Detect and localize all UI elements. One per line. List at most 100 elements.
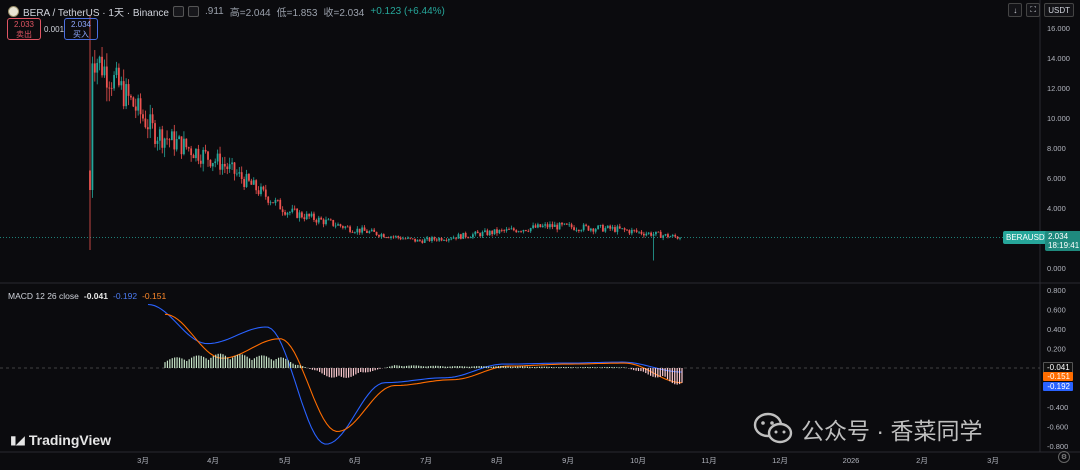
price-tick-label: 6.000 bbox=[1047, 174, 1066, 183]
candle-body bbox=[93, 63, 96, 73]
candle-body bbox=[248, 173, 250, 181]
candle-body bbox=[551, 224, 554, 227]
macd-tick-label: -0.800 bbox=[1047, 442, 1068, 451]
candle-body bbox=[457, 234, 460, 239]
candle-body bbox=[250, 180, 253, 185]
candle-body bbox=[264, 189, 267, 197]
currency-selector[interactable]: USDT bbox=[1044, 3, 1074, 17]
candle-body bbox=[219, 153, 221, 170]
settings-icon[interactable]: ⚙ bbox=[1058, 451, 1070, 463]
candle-body bbox=[549, 224, 551, 228]
candle-body bbox=[662, 235, 665, 238]
candle-body bbox=[151, 114, 154, 124]
candle-body bbox=[156, 140, 159, 144]
candle-body bbox=[621, 228, 624, 230]
candle-body bbox=[500, 229, 503, 231]
candle-body bbox=[192, 155, 195, 159]
legend-settings-icon[interactable] bbox=[188, 5, 199, 17]
sell-button[interactable]: 2.033 卖出 bbox=[7, 18, 41, 40]
candle-body bbox=[638, 231, 640, 233]
candle-body bbox=[522, 230, 525, 232]
candle-body bbox=[339, 224, 342, 227]
macd-value: -0.041 bbox=[83, 291, 108, 301]
candle-body bbox=[582, 224, 585, 231]
macd-tick-label: -0.400 bbox=[1047, 403, 1068, 412]
candle-body bbox=[626, 229, 628, 231]
candle-body bbox=[428, 237, 431, 242]
fullscreen-icon[interactable]: ⛶ bbox=[1026, 3, 1041, 17]
symbol-title[interactable]: BERA / TetherUS · 1天 · Binance bbox=[23, 7, 169, 19]
candle-body bbox=[305, 213, 308, 220]
candle-body bbox=[327, 219, 330, 221]
candle-body bbox=[226, 166, 229, 170]
candle-body bbox=[127, 84, 130, 96]
candle-body bbox=[154, 123, 156, 144]
candle-body bbox=[390, 236, 392, 238]
download-icon[interactable]: ↓ bbox=[1008, 3, 1023, 17]
time-tick-label: 9月 bbox=[562, 456, 574, 465]
candle-body bbox=[657, 231, 660, 233]
candle-countdown: 18:19:41 bbox=[1048, 241, 1080, 250]
candle-body bbox=[537, 224, 539, 228]
candle-body bbox=[146, 127, 149, 130]
candle-body bbox=[394, 236, 397, 237]
candle-body bbox=[592, 228, 595, 232]
candle-body bbox=[652, 234, 655, 236]
candle-body bbox=[262, 186, 265, 190]
candle-body bbox=[332, 219, 335, 226]
candle-body bbox=[488, 230, 491, 236]
macd-indicator-label[interactable]: MACD 12 26 close bbox=[8, 291, 79, 301]
candle-body bbox=[125, 84, 128, 107]
candle-body bbox=[252, 180, 255, 185]
candle-body bbox=[614, 227, 616, 232]
candle-body bbox=[298, 212, 301, 218]
candle-body bbox=[108, 87, 111, 89]
candle-body bbox=[440, 238, 443, 241]
ohlc-high: 高=2.044 bbox=[229, 7, 271, 19]
candle-body bbox=[243, 178, 246, 187]
candle-body bbox=[284, 212, 286, 215]
candle-body bbox=[539, 224, 542, 228]
candle-body bbox=[245, 173, 248, 187]
candle-body bbox=[149, 114, 152, 130]
buy-label: 买入 bbox=[73, 30, 89, 39]
buy-button[interactable]: 2.034 买入 bbox=[64, 18, 98, 40]
candle-body bbox=[481, 231, 484, 237]
candle-body bbox=[604, 228, 607, 232]
candle-body bbox=[204, 149, 207, 152]
candle-body bbox=[452, 237, 455, 239]
legend-toggle-icon[interactable] bbox=[173, 5, 184, 17]
candle-body bbox=[498, 229, 501, 234]
candle-body bbox=[541, 225, 544, 228]
candle-body bbox=[334, 225, 337, 227]
candle-body bbox=[676, 236, 679, 239]
brand-name: TradingView bbox=[28, 432, 112, 448]
candle-body bbox=[231, 162, 233, 165]
candle-body bbox=[479, 233, 482, 237]
candle-body bbox=[190, 148, 193, 156]
candle-body bbox=[137, 98, 140, 111]
candle-body bbox=[173, 131, 176, 150]
ohlc-partial: .911 bbox=[205, 5, 224, 17]
time-tick-label: 7月 bbox=[420, 456, 432, 465]
candle-body bbox=[158, 129, 161, 141]
candle-body bbox=[471, 234, 474, 238]
price-tick-label: 14.000 bbox=[1047, 54, 1070, 63]
candle-body bbox=[202, 149, 205, 164]
candle-body bbox=[105, 66, 108, 88]
candle-body bbox=[414, 238, 417, 242]
candle-body bbox=[411, 238, 414, 240]
candle-body bbox=[185, 138, 188, 148]
candle-body bbox=[279, 199, 282, 210]
tradingview-brand[interactable]: ▮◢ TradingView bbox=[10, 432, 111, 448]
candle-body bbox=[580, 230, 583, 232]
candle-body bbox=[144, 118, 147, 128]
candle-body bbox=[493, 229, 496, 235]
candle-body bbox=[320, 217, 323, 220]
candle-body bbox=[211, 163, 214, 167]
candle-body bbox=[375, 231, 378, 236]
candle-body bbox=[455, 237, 457, 239]
candle-body bbox=[597, 225, 600, 230]
